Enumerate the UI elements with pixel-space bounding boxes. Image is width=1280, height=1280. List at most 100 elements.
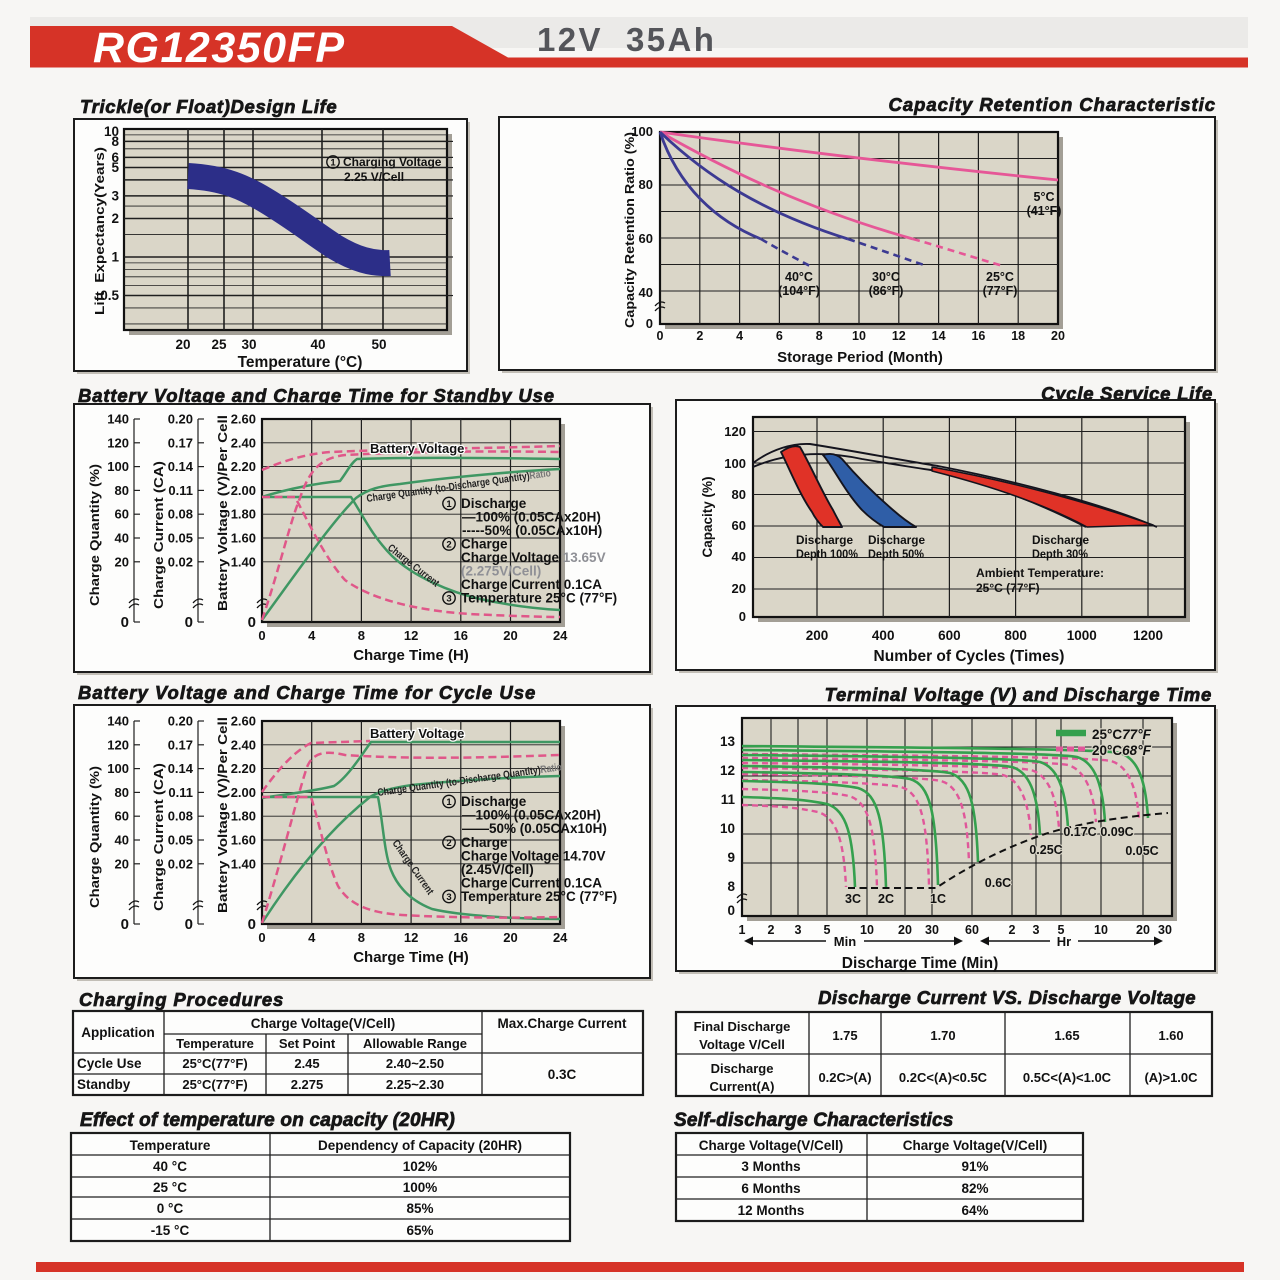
svg-text:2.20: 2.20	[231, 459, 256, 474]
svg-text:Voltage V/Cell: Voltage V/Cell	[699, 1037, 785, 1052]
svg-text:20: 20	[732, 581, 746, 596]
svg-text:2: 2	[1009, 923, 1016, 937]
svg-text:40°C: 40°C	[785, 270, 813, 284]
svg-text:40: 40	[115, 833, 129, 848]
svg-text:1.65: 1.65	[1054, 1028, 1079, 1043]
svg-text:0.3C: 0.3C	[548, 1067, 577, 1082]
svg-text:20°C68°F: 20°C68°F	[1092, 743, 1152, 758]
svg-text:0.2C<(A)<0.5C: 0.2C<(A)<0.5C	[899, 1070, 988, 1085]
svg-text:4: 4	[308, 930, 316, 945]
svg-text:2C: 2C	[878, 892, 894, 906]
svg-text:10: 10	[852, 329, 866, 343]
svg-text:30°C: 30°C	[872, 270, 900, 284]
svg-text:Discharge: Discharge	[796, 533, 853, 547]
svg-text:20: 20	[898, 923, 912, 937]
svg-text:Min: Min	[834, 934, 856, 949]
svg-text:0.05: 0.05	[168, 833, 193, 848]
svg-text:8: 8	[816, 329, 823, 343]
svg-text:25°C: 25°C	[986, 270, 1014, 284]
svg-text:16: 16	[971, 329, 985, 343]
svg-text:0.11: 0.11	[168, 785, 193, 800]
svg-text:Charge Current 0.1CA: Charge Current 0.1CA	[461, 577, 602, 592]
svg-text:Battery Voltage: Battery Voltage	[370, 441, 464, 456]
svg-text:1.40: 1.40	[231, 554, 256, 569]
svg-text:25°C77°F: 25°C77°F	[1092, 727, 1152, 742]
svg-text:Trickle(or Float)Design Life: Trickle(or Float)Design Life	[80, 96, 337, 117]
svg-text:1.75: 1.75	[832, 1028, 857, 1043]
svg-text:20: 20	[175, 337, 190, 352]
svg-text:0.05: 0.05	[168, 531, 193, 546]
svg-text:50: 50	[371, 337, 386, 352]
svg-text:(77°F): (77°F)	[983, 284, 1018, 298]
svg-text:100%: 100%	[403, 1180, 438, 1195]
svg-text:0.5: 0.5	[100, 288, 119, 303]
svg-text:25°C (77°F): 25°C (77°F)	[976, 581, 1040, 595]
svg-text:1: 1	[111, 250, 119, 265]
svg-text:2.00: 2.00	[231, 785, 256, 800]
svg-text:16: 16	[454, 628, 468, 643]
svg-text:0.5C<(A)<1.0C: 0.5C<(A)<1.0C	[1023, 1070, 1112, 1085]
svg-text:1: 1	[330, 157, 336, 168]
svg-text:140: 140	[107, 412, 129, 427]
svg-text:80: 80	[639, 177, 653, 192]
svg-text:0: 0	[185, 614, 193, 631]
svg-text:Cycle Service Life: Cycle Service Life	[1041, 383, 1213, 404]
svg-text:8: 8	[111, 134, 119, 149]
svg-text:80: 80	[732, 487, 746, 502]
svg-text:0.17: 0.17	[168, 435, 193, 450]
svg-text:10: 10	[1094, 923, 1108, 937]
svg-text:40: 40	[732, 549, 746, 564]
svg-text:1: 1	[739, 923, 746, 937]
svg-text:0: 0	[657, 329, 664, 343]
svg-text:100: 100	[107, 761, 129, 776]
svg-text:0.20: 0.20	[168, 412, 193, 427]
svg-text:Discharge: Discharge	[461, 496, 527, 511]
svg-text:Charge Current (CA): Charge Current (CA)	[152, 461, 166, 609]
svg-text:2.40~2.50: 2.40~2.50	[386, 1056, 444, 1071]
svg-text:2.25~2.30: 2.25~2.30	[386, 1077, 444, 1092]
svg-text:1.70: 1.70	[930, 1028, 955, 1043]
svg-text:Charge Voltage 14.70V: Charge Voltage 14.70V	[461, 849, 606, 864]
svg-text:30: 30	[925, 923, 939, 937]
svg-text:25: 25	[211, 337, 227, 352]
svg-text:0.17C: 0.17C	[1063, 825, 1096, 839]
svg-text:-15 °C: -15 °C	[151, 1223, 190, 1238]
svg-text:Temperature 25°C (77°F): Temperature 25°C (77°F)	[461, 591, 617, 606]
svg-text:Self-discharge Characteristics: Self-discharge Characteristics	[674, 1110, 954, 1131]
svg-text:Effect of temperature on capac: Effect of temperature on capacity (20HR)	[80, 1110, 455, 1131]
svg-text:400: 400	[872, 628, 895, 643]
svg-text:2.40: 2.40	[231, 737, 256, 752]
svg-text:16: 16	[454, 930, 468, 945]
svg-text:10: 10	[720, 821, 735, 836]
svg-text:RG12350FP: RG12350FP	[93, 24, 346, 72]
svg-text:Max.Charge Current: Max.Charge Current	[497, 1016, 627, 1031]
svg-text:80: 80	[115, 785, 129, 800]
svg-text:30: 30	[241, 337, 256, 352]
svg-text:120: 120	[724, 424, 746, 439]
svg-text:200: 200	[806, 628, 829, 643]
svg-text:12V 35Ah: 12V 35Ah	[537, 21, 716, 58]
svg-text:0.17: 0.17	[168, 737, 193, 752]
svg-text:0: 0	[248, 614, 256, 631]
svg-text:—100% (0.05CAx20H): —100% (0.05CAx20H)	[462, 510, 601, 525]
svg-text:20: 20	[503, 628, 517, 643]
svg-text:24: 24	[553, 628, 568, 643]
svg-text:40 °C: 40 °C	[153, 1159, 187, 1174]
svg-text:60: 60	[965, 923, 979, 937]
svg-text:Charging Procedures: Charging Procedures	[79, 989, 284, 1010]
svg-text:Charge Time (H): Charge Time (H)	[353, 949, 469, 966]
svg-text:60: 60	[115, 507, 129, 522]
svg-text:Application: Application	[81, 1025, 155, 1040]
svg-text:Charge Voltage(V/Cell): Charge Voltage(V/Cell)	[251, 1016, 396, 1031]
svg-text:3: 3	[446, 593, 451, 604]
svg-text:Capacity (%): Capacity (%)	[700, 476, 715, 557]
svg-text:Discharge: Discharge	[1032, 533, 1089, 547]
svg-text:(2.275V/Cell): (2.275V/Cell)	[461, 564, 541, 579]
svg-text:(41°F): (41°F)	[1027, 204, 1062, 218]
svg-text:2.00: 2.00	[231, 483, 256, 498]
svg-text:Charge Time (H): Charge Time (H)	[353, 647, 469, 664]
svg-text:30: 30	[1158, 923, 1172, 937]
svg-text:Temperature: Temperature	[176, 1036, 254, 1051]
svg-text:600: 600	[938, 628, 961, 643]
svg-text:40: 40	[115, 531, 129, 546]
